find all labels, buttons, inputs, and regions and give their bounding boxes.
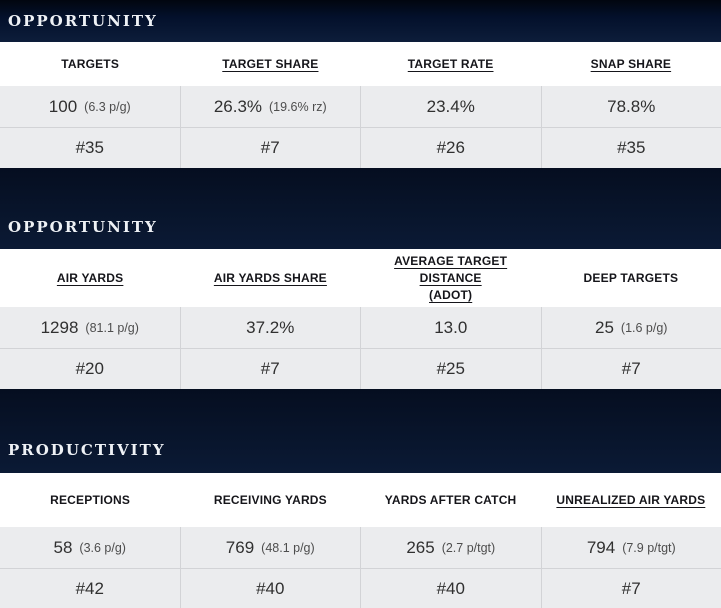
value-row: 58 (3.6 p/g) 769 (48.1 p/g) 265 (2.7 p/tgt)… — [0, 527, 721, 568]
metric-value: 100 — [48, 96, 78, 116]
metric-rank: #25 — [436, 359, 465, 378]
metric-label: YARDS AFTER CATCH — [384, 492, 517, 507]
metric-rank: #26 — [436, 138, 465, 157]
metric-rank: #7 — [621, 359, 641, 378]
column-header-row: AIR YARDS AIR YARDS SHARE AVERAGE TARGET… — [0, 249, 721, 307]
metric-value-cell: 769 (48.1 p/g) — [179, 527, 360, 568]
metric-rank-cell: #20 — [0, 349, 180, 389]
metric-rank: #7 — [621, 579, 641, 598]
metric-link[interactable]: AVERAGE TARGET DISTANCE (ADOT) — [394, 253, 508, 302]
stats-section-opportunity-1: OPPORTUNITY TARGETS TARGET SHARE TARGET … — [0, 0, 721, 168]
section-title: OPPORTUNITY — [8, 12, 158, 30]
metric-value: 23.4% — [426, 96, 475, 116]
section-header-band: PRODUCTIVITY — [0, 389, 721, 473]
metric-rank-cell: #35 — [540, 128, 721, 168]
metric-value: 25 — [595, 317, 614, 337]
stats-section-opportunity-2: OPPORTUNITY AIR YARDS AIR YARDS SHARE AV… — [0, 168, 721, 389]
stats-section-productivity: PRODUCTIVITY RECEPTIONS RECEIVING YARDS … — [0, 389, 721, 608]
metric-rank: #42 — [75, 579, 104, 598]
metric-label: DEEP TARGETS — [583, 270, 679, 285]
metric-header-cell: RECEIVING YARDS — [180, 473, 360, 527]
metric-value-cell: 37.2% — [179, 307, 360, 348]
metric-rank: #35 — [617, 138, 646, 157]
rank-row: #35 #7 #26 #35 — [0, 127, 721, 168]
metric-rank: #35 — [75, 138, 104, 157]
metric-rank-cell: #25 — [360, 349, 541, 389]
metric-header-cell: SNAP SHARE — [541, 42, 721, 86]
metric-rank: #40 — [436, 579, 465, 598]
metric-header-cell: TARGET RATE — [361, 42, 541, 86]
metric-value-cell: 25 (1.6 p/g) — [540, 307, 721, 348]
metric-header-cell: RECEPTIONS — [0, 473, 180, 527]
metric-value-cell: 13.0 — [360, 307, 541, 348]
metric-label: RECEPTIONS — [50, 492, 131, 507]
metric-value: 58 — [53, 537, 73, 557]
section-title: PRODUCTIVITY — [8, 441, 166, 459]
metric-value: 769 — [225, 537, 255, 557]
metric-value-note: (19.6% rz) — [269, 99, 327, 114]
metric-value-cell: 794 (7.9 p/tgt) — [540, 527, 721, 568]
metric-link[interactable]: TARGET SHARE — [222, 56, 319, 71]
metric-value-cell: 23.4% — [360, 86, 541, 127]
metric-label: RECEIVING YARDS — [213, 492, 327, 507]
metric-value: 13.0 — [434, 317, 468, 337]
section-title: OPPORTUNITY — [8, 218, 158, 236]
metric-rank-cell: #40 — [179, 569, 360, 608]
metric-header-cell: AIR YARDS — [0, 249, 180, 307]
metric-value: 37.2% — [246, 317, 295, 337]
metric-link[interactable]: TARGET RATE — [407, 56, 494, 71]
metric-value: 78.8% — [607, 96, 656, 116]
metric-header-cell: UNREALIZED AIR YARDS — [541, 473, 721, 527]
metric-value-cell: 100 (6.3 p/g) — [0, 86, 180, 127]
metric-rank-cell: #7 — [540, 569, 721, 608]
metric-rank: #7 — [260, 138, 280, 157]
metric-rank-cell: #7 — [179, 349, 360, 389]
metric-header-cell: TARGETS — [0, 42, 180, 86]
metric-link[interactable]: UNREALIZED AIR YARDS — [556, 492, 706, 507]
metric-rank-cell: #7 — [540, 349, 721, 389]
metric-value: 1298 — [40, 317, 79, 337]
metric-value-note: (1.6 p/g) — [620, 320, 668, 335]
metric-header-cell: YARDS AFTER CATCH — [361, 473, 541, 527]
rank-row: #42 #40 #40 #7 — [0, 568, 721, 608]
metric-value-note: (3.6 p/g) — [79, 540, 126, 555]
metric-rank-cell: #35 — [0, 128, 180, 168]
metric-header-cell: AIR YARDS SHARE — [180, 249, 360, 307]
metric-value: 265 — [406, 537, 435, 557]
metric-value-cell: 265 (2.7 p/tgt) — [360, 527, 541, 568]
metric-label: TARGETS — [61, 56, 120, 71]
metric-value-cell: 58 (3.6 p/g) — [0, 527, 180, 568]
metric-rank-cell: #40 — [360, 569, 541, 608]
metric-value: 26.3% — [213, 96, 263, 116]
metric-rank-cell: #26 — [360, 128, 541, 168]
metric-value-cell: 1298 (81.1 p/g) — [0, 307, 180, 348]
metric-value-note: (7.9 p/tgt) — [622, 540, 676, 555]
metric-header-cell: TARGET SHARE — [180, 42, 360, 86]
metric-value-cell: 78.8% — [540, 86, 721, 127]
metric-value: 794 — [586, 537, 616, 557]
metric-value-note: (81.1 p/g) — [85, 320, 139, 335]
metric-header-cell: AVERAGE TARGET DISTANCE (ADOT) — [361, 249, 541, 307]
value-row: 100 (6.3 p/g) 26.3% (19.6% rz) 23.4% 78.8% — [0, 86, 721, 127]
column-header-row: RECEPTIONS RECEIVING YARDS YARDS AFTER C… — [0, 473, 721, 527]
metric-link[interactable]: AIR YARDS — [56, 270, 124, 285]
value-row: 1298 (81.1 p/g) 37.2% 13.0 25 (1.6 p/g) — [0, 307, 721, 348]
metric-value-note: (2.7 p/tgt) — [441, 540, 496, 555]
metric-value-note: (6.3 p/g) — [84, 99, 131, 114]
section-header-band: OPPORTUNITY — [0, 168, 721, 249]
metric-rank-cell: #7 — [179, 128, 360, 168]
rank-row: #20 #7 #25 #7 — [0, 348, 721, 389]
metric-rank-cell: #42 — [0, 569, 180, 608]
metric-link[interactable]: AIR YARDS SHARE — [213, 270, 327, 285]
column-header-row: TARGETS TARGET SHARE TARGET RATE SNAP SH… — [0, 42, 721, 86]
metric-header-cell: DEEP TARGETS — [541, 249, 721, 307]
metric-rank: #7 — [260, 359, 280, 378]
metric-rank: #40 — [256, 579, 285, 598]
section-header-band: OPPORTUNITY — [0, 0, 721, 42]
metric-rank: #20 — [75, 359, 104, 378]
metric-link[interactable]: SNAP SHARE — [590, 56, 672, 71]
metric-value-note: (48.1 p/g) — [261, 540, 315, 555]
metric-value-cell: 26.3% (19.6% rz) — [179, 86, 360, 127]
